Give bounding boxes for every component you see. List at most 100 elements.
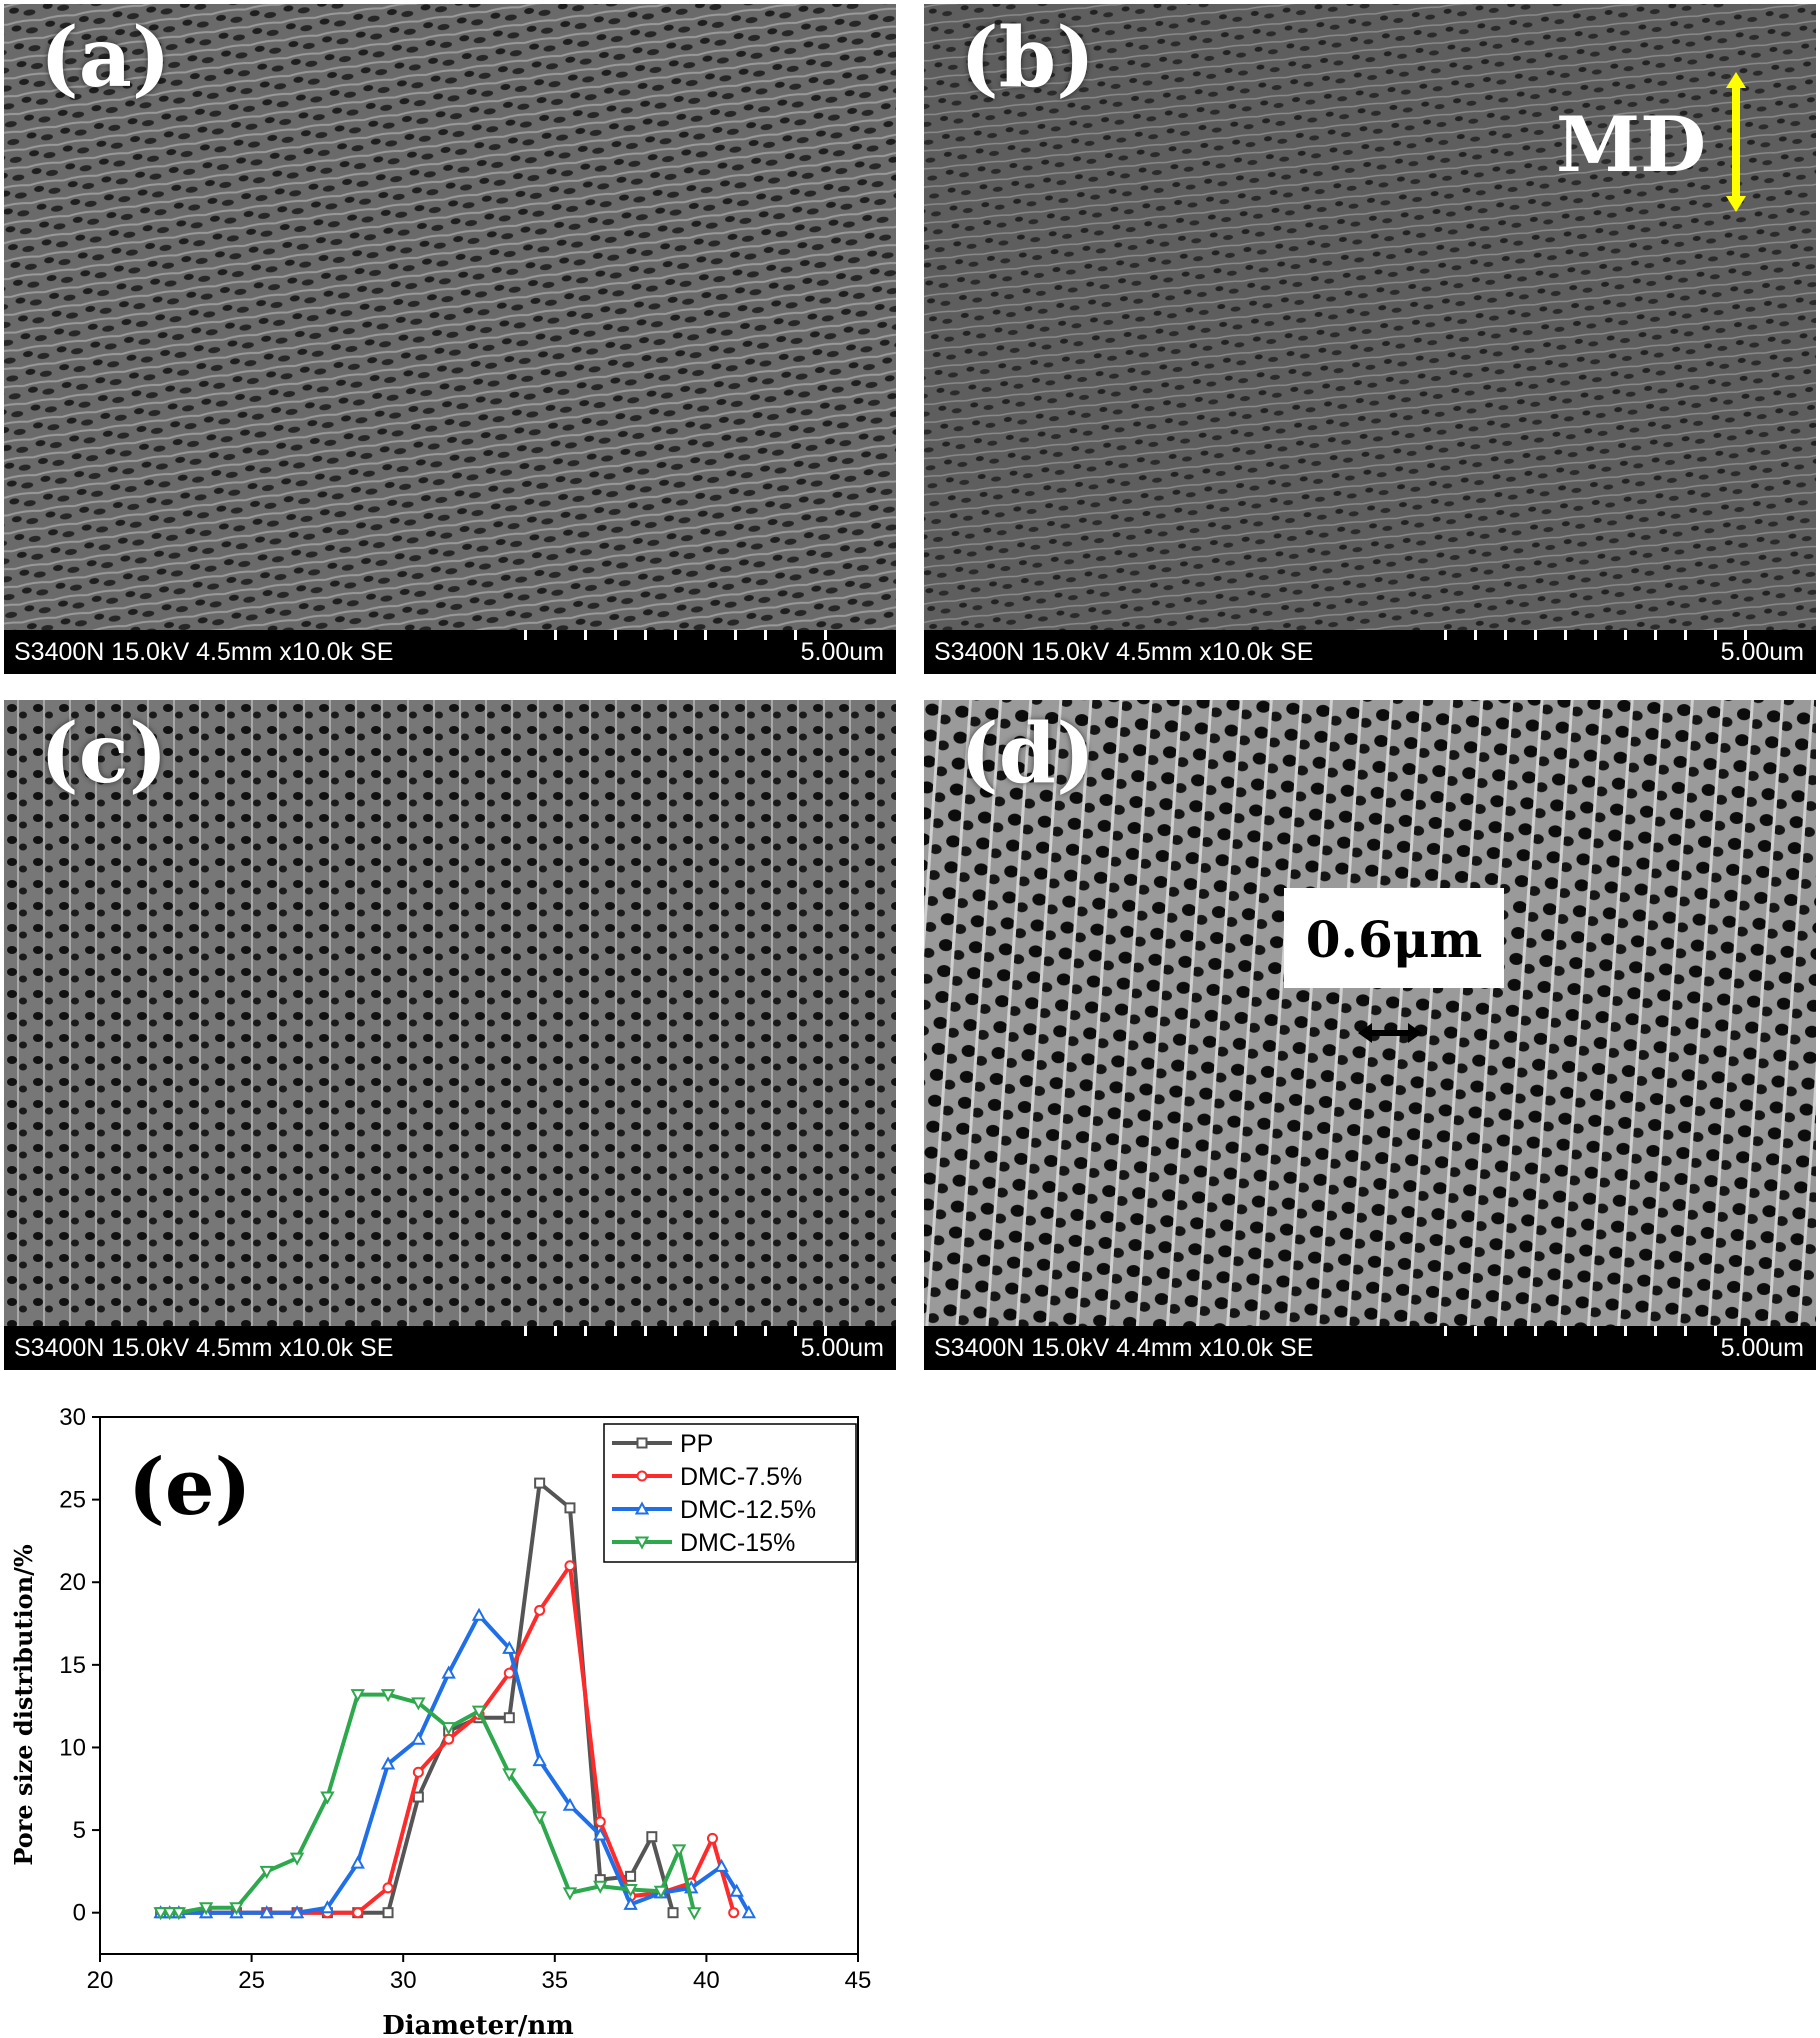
- data-point-dmc-12-5: [380, 1756, 396, 1770]
- legend-marker: [634, 1501, 650, 1515]
- legend-label: DMC-15%: [680, 1529, 795, 1557]
- sem-micrograph-a: [4, 4, 896, 630]
- data-point-dmc-15: [171, 1907, 187, 1921]
- sem-info-text: S3400N 15.0kV 4.5mm x10.0k SE: [14, 1334, 394, 1362]
- y-tick-label: 5: [73, 1817, 86, 1844]
- data-point-dmc-12-5: [289, 1905, 305, 1919]
- scale-bar-label: 5.00um: [1720, 1334, 1804, 1362]
- panel-label-e: (e): [128, 1442, 251, 1533]
- y-tick-label: 10: [59, 1734, 86, 1761]
- sem-info-bar: S3400N 15.0kV 4.5mm x10.0k SE 5.00um: [4, 630, 896, 674]
- data-point-pp: [503, 1712, 515, 1724]
- panel-label-d: (d): [960, 706, 1095, 802]
- chart-legend: PP DMC-7.5% DMC-12.5% DMC-15%: [603, 1423, 857, 1563]
- data-point-dmc-15: [289, 1852, 305, 1866]
- data-point-dmc-15: [380, 1689, 396, 1703]
- data-point-dmc-12-5: [259, 1905, 274, 1919]
- series-dmc-12-5: [153, 1607, 757, 1919]
- x-tick-label: 40: [693, 1967, 720, 1994]
- data-point-dmc-7-5: [443, 1733, 455, 1745]
- machine-direction-arrow-icon: [1726, 72, 1746, 212]
- plot-frame: [99, 1416, 859, 1955]
- sem-info-bar: S3400N 15.0kV 4.4mm x10.0k SE 5.00um: [924, 1326, 1816, 1370]
- sem-info-bar: S3400N 15.0kV 4.5mm x10.0k SE 5.00um: [4, 1326, 896, 1370]
- data-point-dmc-12-5: [714, 1858, 729, 1872]
- sem-micrograph-b: [924, 4, 1816, 630]
- data-point-dmc-15: [229, 1902, 244, 1916]
- panel-label-a: (a): [40, 10, 171, 106]
- x-tick-label: 25: [238, 1967, 265, 1994]
- x-axis-label: Diameter/nm: [382, 2011, 573, 2038]
- y-tick-label: 0: [73, 1900, 86, 1927]
- data-point-dmc-7-5: [564, 1560, 576, 1572]
- data-point-dmc-15: [411, 1697, 426, 1711]
- sem-micrograph-c: [4, 700, 896, 1326]
- data-point-dmc-15: [502, 1768, 517, 1782]
- sem-info-bar: S3400N 15.0kV 4.5mm x10.0k SE 5.00um: [924, 630, 1816, 674]
- scale-bar-label: 5.00um: [1720, 638, 1804, 666]
- data-point-dmc-15: [471, 1705, 487, 1719]
- y-tick-label: 25: [59, 1487, 86, 1514]
- scale-bar-label: 5.00um: [800, 1334, 884, 1362]
- chart-axes: 20 25 30 35 40 45 0 5 10 15 20 25 30: [59, 1404, 871, 1994]
- data-point-pp: [412, 1791, 424, 1803]
- legend-marker: [636, 1470, 648, 1482]
- data-point-dmc-15: [350, 1689, 365, 1703]
- data-point-dmc-12-5: [320, 1900, 335, 1914]
- data-point-dmc-15: [593, 1880, 608, 1894]
- x-tick-label: 30: [390, 1967, 417, 1994]
- scale-ticks: [524, 1326, 844, 1336]
- y-tick-label: 30: [59, 1404, 86, 1431]
- scale-ticks: [524, 630, 844, 640]
- data-point-dmc-12-5: [441, 1665, 456, 1679]
- y-axis-label: Pore size distribution/%: [9, 1544, 38, 1865]
- data-point-dmc-12-5: [562, 1797, 578, 1811]
- x-tick-label: 35: [541, 1967, 568, 1994]
- data-point-dmc-15: [671, 1844, 687, 1858]
- sem-micrograph-d: [924, 700, 1816, 1326]
- legend-label: DMC-7.5%: [680, 1463, 802, 1491]
- chart-series: [153, 1477, 757, 1921]
- scale-ticks: [1444, 1326, 1764, 1336]
- data-point-dmc-15: [320, 1791, 335, 1805]
- legend-marker: [636, 1437, 648, 1449]
- legend-marker: [634, 1536, 650, 1550]
- data-point-pp: [382, 1907, 394, 1919]
- machine-direction-label: MD: [1555, 100, 1706, 189]
- data-point-dmc-12-5: [623, 1896, 638, 1910]
- sem-info-text: S3400N 15.0kV 4.5mm x10.0k SE: [14, 638, 394, 666]
- data-point-pp: [667, 1907, 679, 1919]
- series-dmc-15: [153, 1689, 702, 1921]
- data-point-dmc-7-5: [706, 1832, 718, 1844]
- data-point-dmc-7-5: [382, 1882, 394, 1894]
- data-point-dmc-12-5: [593, 1827, 608, 1841]
- data-point-pp: [625, 1870, 637, 1882]
- data-point-dmc-15: [653, 1885, 669, 1899]
- pore-size-distribution-chart: 20 25 30 35 40 45 0 5 10 15 20 25 30 PP DMC-7.5% DMC-1…: [9, 1404, 871, 2038]
- data-point-pp: [534, 1477, 546, 1489]
- data-point-dmc-15: [259, 1865, 274, 1879]
- scale-bar-label: 5.00um: [800, 638, 884, 666]
- x-tick-label: 45: [845, 1967, 872, 1994]
- data-point-dmc-12-5: [411, 1731, 426, 1745]
- data-point-dmc-15: [162, 1907, 177, 1921]
- y-tick-label: 20: [59, 1569, 86, 1596]
- double-arrow-icon: [1358, 1023, 1422, 1043]
- data-point-dmc-15: [441, 1722, 456, 1736]
- data-point-dmc-15: [532, 1811, 547, 1825]
- panel-label-c: (c): [40, 706, 168, 802]
- data-point-dmc-12-5: [502, 1640, 517, 1654]
- sem-panel-a: (a) S3400N 15.0kV 4.5mm x10.0k SE 5.00um: [4, 4, 896, 674]
- data-point-pp: [564, 1502, 576, 1514]
- data-point-dmc-15: [687, 1907, 702, 1921]
- data-point-dmc-15: [623, 1884, 638, 1898]
- x-tick-label: 20: [87, 1967, 114, 1994]
- data-point-dmc-12-5: [741, 1905, 757, 1919]
- data-point-dmc-12-5: [729, 1883, 744, 1897]
- pore-size-callout: 0.6μm: [1284, 888, 1504, 988]
- scale-ticks: [1444, 630, 1764, 640]
- data-point-dmc-15: [562, 1887, 578, 1901]
- sem-panel-d: (d) 0.6μm S3400N 15.0kV 4.4mm x10.0k SE …: [924, 700, 1816, 1370]
- pore-size-callout-text: 0.6μm: [1305, 910, 1483, 969]
- sem-panel-c: (c) S3400N 15.0kV 4.5mm x10.0k SE 5.00um: [4, 700, 896, 1370]
